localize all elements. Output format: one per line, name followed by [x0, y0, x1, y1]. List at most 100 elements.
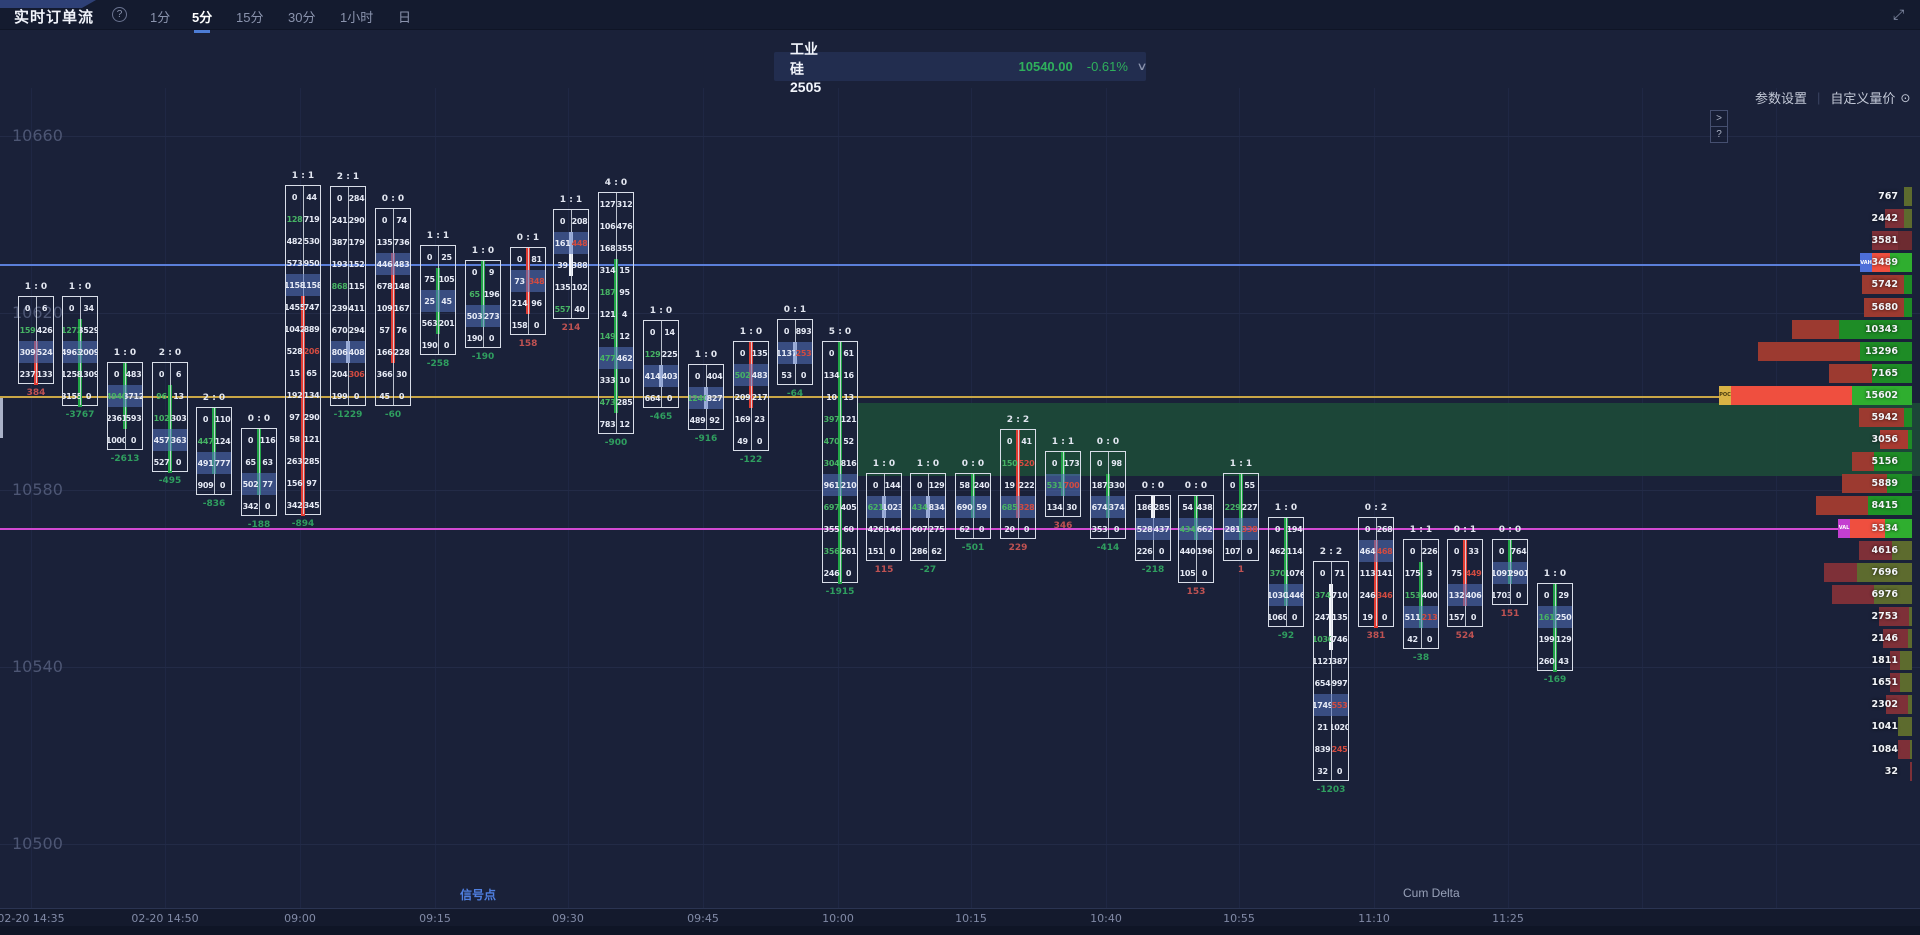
tab-5min[interactable]: 5分 — [192, 7, 212, 33]
footprint-row: 531 700 — [1046, 474, 1080, 496]
profile-bar-segment — [1910, 761, 1912, 781]
x-axis-label: 02-20 14:35 — [0, 912, 65, 925]
footprint-row: 685 328 — [1001, 496, 1035, 518]
footprint-candle: 0 226 175 3 153 400 511 213 42 0 — [1403, 539, 1439, 649]
imbalance-header: 1 : 0 — [649, 306, 673, 316]
custom-volume-price-button[interactable]: 自定义量价 — [1830, 91, 1896, 106]
footprint-candle: 0 268 464 468 113 141 246 346 19 0 — [1358, 517, 1394, 628]
footprint-candle: 0 81 73 348 214 96 158 0 — [510, 247, 546, 335]
panel-collapse-button[interactable]: > — [1710, 110, 1728, 127]
profile-bar-segment — [1887, 474, 1912, 494]
footprint-row: 1137 253 — [778, 342, 812, 364]
imbalance-header: 0 : 1 — [1453, 525, 1477, 535]
candle-delta: -92 — [1277, 631, 1295, 641]
footprint-row: 54 438 — [1182, 502, 1213, 512]
vertical-gridline — [1776, 88, 1777, 908]
symbol-price: 10540.00 — [1018, 59, 1073, 74]
footprint-row: 674 374 — [1091, 496, 1125, 518]
profile-bar-segment — [1857, 562, 1912, 582]
candle-divider — [571, 210, 572, 318]
footprint-candle: 0 208 161 448 39 388 135 102 557 40 — [553, 209, 589, 319]
footprint-row: 477 462 — [599, 347, 633, 369]
left-edge-handle[interactable] — [0, 398, 3, 438]
imbalance-header: 0 : 1 — [783, 305, 807, 315]
footprint-candle: 0 41 150 520 19 222 685 328 20 0 — [1000, 429, 1036, 539]
y-axis-label: 10500 — [12, 834, 63, 853]
y-axis-label: 10540 — [12, 657, 63, 676]
vertical-gridline — [1642, 88, 1643, 908]
footprint-row: 214 96 — [511, 298, 542, 308]
footprint-row: 153 400 — [1404, 590, 1438, 600]
profile-bar-segment — [1898, 717, 1912, 737]
imbalance-header: 0 : 0 — [1096, 437, 1120, 447]
imbalance-header: 0 : 0 — [381, 194, 405, 204]
profile-value: 3581 — [1871, 235, 1898, 247]
footprint-row: 0 81 — [516, 254, 542, 264]
help-icon[interactable]: ? — [112, 7, 127, 22]
profile-bar-segment — [1910, 739, 1912, 759]
footprint-candle: 127 312 106 476 168 355 314 15 187 95 121 4 149 12 477… — [598, 192, 634, 434]
footprint-row: 192 134 — [286, 390, 320, 400]
footprint-candle: 0 29 161 250 199 129 260 43 — [1537, 583, 1573, 672]
candle-divider — [1018, 430, 1019, 538]
tab-30min[interactable]: 30分 — [288, 10, 316, 25]
footprint-candle: 54 438 434 662 440 196 105 0 — [1178, 495, 1214, 583]
footprint-row: 260 43 — [1538, 656, 1569, 666]
profile-bar-segment — [1859, 540, 1892, 560]
profile-value: 1084 — [1871, 743, 1898, 755]
footprint-candle: 0 173 531 700 134 30 — [1045, 451, 1081, 517]
profile-value: 767 — [1878, 191, 1898, 202]
footprint-row: 528 206 — [286, 346, 320, 356]
panel-help-button[interactable]: ? — [1710, 126, 1728, 143]
footprint-row: 128 719 — [286, 214, 320, 224]
vertical-gridline — [300, 88, 301, 908]
candle-divider — [616, 193, 617, 433]
x-axis-label: 09:00 — [284, 912, 316, 925]
custom-volume-price-icon[interactable]: ⊙ — [1900, 90, 1911, 105]
footprint-row: 670 294 — [331, 325, 365, 335]
symbol-selector[interactable]: 工业硅2505 10540.00 -0.61% ∨ — [774, 41, 1148, 95]
footprint-row: 4963 2009 — [63, 341, 97, 363]
footprint-row: 447 124 — [197, 436, 231, 446]
footprint-row: 73 348 — [511, 270, 545, 292]
imbalance-header: 4 : 0 — [604, 178, 628, 188]
candle-divider — [661, 321, 662, 407]
tab-1min[interactable]: 1分 — [150, 10, 171, 25]
footprint-row: 39 388 — [557, 260, 588, 270]
footprint-row: 434 662 — [1179, 518, 1213, 540]
candle-delta: 158 — [518, 339, 538, 349]
footprint-row: 868 115 — [331, 281, 365, 291]
tab-1hour[interactable]: 1小时 — [340, 10, 374, 25]
footprint-row: 0 98 — [1096, 458, 1122, 468]
footprint-candle: 0 893 1137 253 53 0 — [777, 319, 813, 385]
candle-divider — [1376, 518, 1377, 626]
profile-bar-segment — [1900, 673, 1912, 693]
candle-delta: 151 — [1500, 609, 1520, 619]
expand-icon[interactable]: ⤢ — [1893, 6, 1905, 22]
settings-button[interactable]: 参数设置 — [1755, 91, 1808, 106]
horizontal-gridline — [0, 136, 1920, 137]
footprint-row: 204 306 — [331, 369, 365, 379]
page-title: 实时订单流 — [14, 9, 95, 26]
profile-bar-segment — [1852, 452, 1874, 472]
footprint-row: 65 63 — [245, 457, 273, 467]
tab-day[interactable]: 日 — [398, 10, 412, 25]
candle-delta: 381 — [1366, 631, 1386, 641]
footprint-candle: 0 71 374 710 247 135 1030 746 1121 387 654 997 1749 5… — [1313, 561, 1349, 781]
profile-bar-segment — [1872, 253, 1890, 273]
footprint-row: 457 363 — [153, 429, 187, 451]
profile-bar-segment — [1908, 430, 1912, 450]
footprint-row: 75 105 — [424, 274, 455, 284]
top-bar: 实时订单流 ? 1分 5分 15分 30分 1小时 日 ⤢ — [0, 0, 1920, 33]
footprint-row: 286 62 — [911, 546, 942, 556]
footprint-row: 0 29 — [1543, 590, 1569, 600]
signal-points-label[interactable]: 信号点 — [460, 888, 497, 902]
footprint-row: 158 0 — [511, 320, 540, 330]
candle-divider — [348, 187, 349, 405]
footprint-row: 0 268 — [1364, 524, 1393, 534]
footprint-row: 132 406 — [1448, 584, 1482, 606]
tab-15min[interactable]: 15分 — [236, 10, 264, 25]
profile-value: 10343 — [1864, 323, 1898, 335]
